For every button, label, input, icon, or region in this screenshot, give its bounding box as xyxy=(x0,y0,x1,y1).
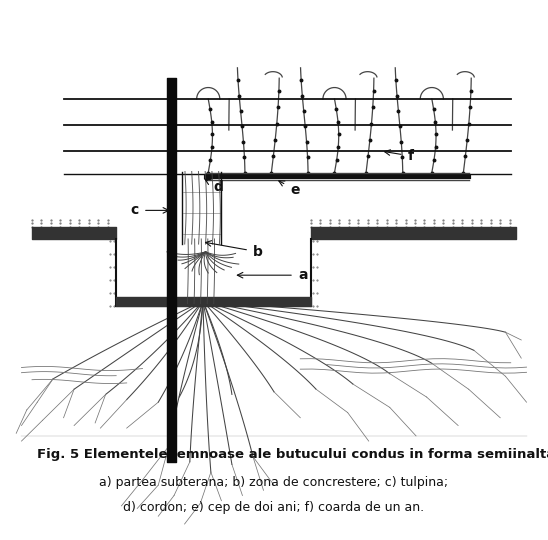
Text: d) cordon; e) cep de doi ani; f) coarda de un an.: d) cordon; e) cep de doi ani; f) coarda … xyxy=(123,501,425,514)
Text: b: b xyxy=(206,241,263,259)
Text: a) partea subterana; b) zona de concrestere; c) tulpina;: a) partea subterana; b) zona de concrest… xyxy=(99,476,449,489)
Text: c: c xyxy=(130,204,169,218)
Text: a: a xyxy=(237,268,307,282)
Text: d: d xyxy=(205,179,224,194)
Text: Fig. 5 Elementele lemnoase ale butucului condus in forma semiinalta: Fig. 5 Elementele lemnoase ale butucului… xyxy=(37,448,548,461)
Text: f: f xyxy=(385,149,414,163)
Text: e: e xyxy=(279,181,300,197)
